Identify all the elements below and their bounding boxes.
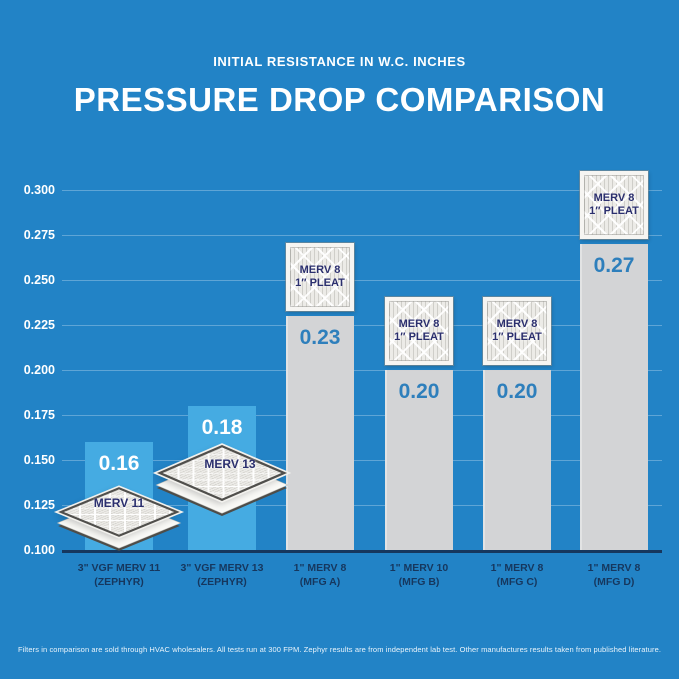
gridline xyxy=(62,279,662,281)
bar-value-label: 0.23 xyxy=(299,326,341,349)
x-axis-category-label: 1" MERV 8 (MFG C) xyxy=(462,562,572,589)
bar-column xyxy=(286,316,354,552)
filter-badge-label: MERV 11 xyxy=(93,496,145,510)
y-axis-tick-label: 0.250 xyxy=(23,273,55,287)
filter-pleat-pattern xyxy=(584,175,644,235)
bar-value-label: 0.18 xyxy=(201,416,243,439)
filter-badge-label: MERV 8 1″ PLEAT xyxy=(286,243,354,311)
filter-badge-line: MERV 8 xyxy=(299,264,341,276)
x-axis-category-line: (MFG C) xyxy=(496,575,538,588)
filter-badge-label: MERV 13 xyxy=(204,457,256,471)
filter-badge-line: MERV 8 xyxy=(593,192,635,204)
x-axis-category-label: 3" VGF MERV 13 (ZEPHYR) xyxy=(167,562,277,589)
y-axis-tick-label: 0.200 xyxy=(23,363,55,377)
y-axis-tick-label: 0.125 xyxy=(23,498,55,512)
air-filter-image: MERV 8 1″ PLEAT xyxy=(385,297,453,365)
y-axis-tick-label: 0.225 xyxy=(23,318,55,332)
filter-pleat-pattern xyxy=(389,301,449,361)
bar-value-label: 0.16 xyxy=(98,452,140,475)
gridline xyxy=(62,459,662,461)
bar-column xyxy=(580,244,648,552)
x-axis-category-line: 1" MERV 8 xyxy=(293,562,347,574)
y-axis-tick-label: 0.150 xyxy=(23,453,55,467)
y-axis-tick-label: 0.175 xyxy=(23,408,55,422)
x-axis-line xyxy=(62,550,662,553)
x-axis-category-label: 3" VGF MERV 11 (ZEPHYR) xyxy=(64,562,174,589)
x-axis-category-label: 1" MERV 8 (MFG D) xyxy=(559,562,669,589)
filter-pleat-pattern xyxy=(290,247,350,307)
x-axis-category-label: 1" MERV 10 (MFG B) xyxy=(364,562,474,589)
filter-badge-label: MERV 8 1″ PLEAT xyxy=(483,297,551,365)
x-axis-category-line: 3" VGF MERV 13 xyxy=(180,562,264,574)
x-axis-category-line: 3" VGF MERV 11 xyxy=(77,562,161,574)
footnote: Filters in comparison are sold through H… xyxy=(17,645,662,654)
chart-title: PRESSURE DROP COMPARISON xyxy=(73,81,606,118)
x-axis-category-line: (ZEPHYR) xyxy=(94,575,144,588)
air-filter-image: MERV 8 1″ PLEAT xyxy=(483,297,551,365)
filter-pleat-pattern xyxy=(487,301,547,361)
bar-column xyxy=(483,370,551,552)
x-axis-category-line: 1" MERV 8 xyxy=(587,562,641,574)
gridline xyxy=(62,369,662,371)
bar-value-label: 0.20 xyxy=(398,380,440,403)
y-axis-tick-label: 0.300 xyxy=(23,183,55,197)
filter-badge-label: MERV 8 1″ PLEAT xyxy=(580,171,648,239)
filter-badge-line: 1″ PLEAT xyxy=(295,277,345,289)
x-axis-category-line: 1" MERV 8 xyxy=(490,562,544,574)
gridline xyxy=(62,504,662,506)
bar-column xyxy=(385,370,453,552)
chart-subtitle: INITIAL RESISTANCE IN W.C. INCHES xyxy=(213,54,466,69)
x-axis-category-line: (MFG B) xyxy=(398,575,440,588)
filter-badge-line: 1″ PLEAT xyxy=(394,331,444,343)
bar-value-label: 0.20 xyxy=(496,380,538,403)
filter-badge-line: 1″ PLEAT xyxy=(589,205,639,217)
air-filter-image-3d: MERV 13 xyxy=(156,444,288,521)
x-axis-category-line: (MFG D) xyxy=(593,575,635,588)
filter-badge-line: 1″ PLEAT xyxy=(492,331,542,343)
filter-badge-line: MERV 8 xyxy=(398,318,440,330)
x-axis-category-line: 1" MERV 10 xyxy=(389,562,449,574)
x-axis-category-label: 1" MERV 8 (MFG A) xyxy=(265,562,375,589)
gridline xyxy=(62,324,662,326)
y-axis-tick-label: 0.100 xyxy=(23,543,55,557)
filter-badge-line: MERV 8 xyxy=(496,318,538,330)
air-filter-image: MERV 8 1″ PLEAT xyxy=(286,243,354,311)
gridline xyxy=(62,234,662,236)
gridline xyxy=(62,414,662,416)
filter-badge-label: MERV 8 1″ PLEAT xyxy=(385,297,453,365)
x-axis-category-line: (MFG A) xyxy=(299,575,341,588)
bar-value-label: 0.27 xyxy=(593,254,635,277)
air-filter-image: MERV 8 1″ PLEAT xyxy=(580,171,648,239)
x-axis-category-line: (ZEPHYR) xyxy=(197,575,247,588)
gridline xyxy=(62,189,662,191)
y-axis-tick-label: 0.275 xyxy=(23,228,55,242)
air-filter-image-3d: MERV 11 xyxy=(58,487,180,556)
